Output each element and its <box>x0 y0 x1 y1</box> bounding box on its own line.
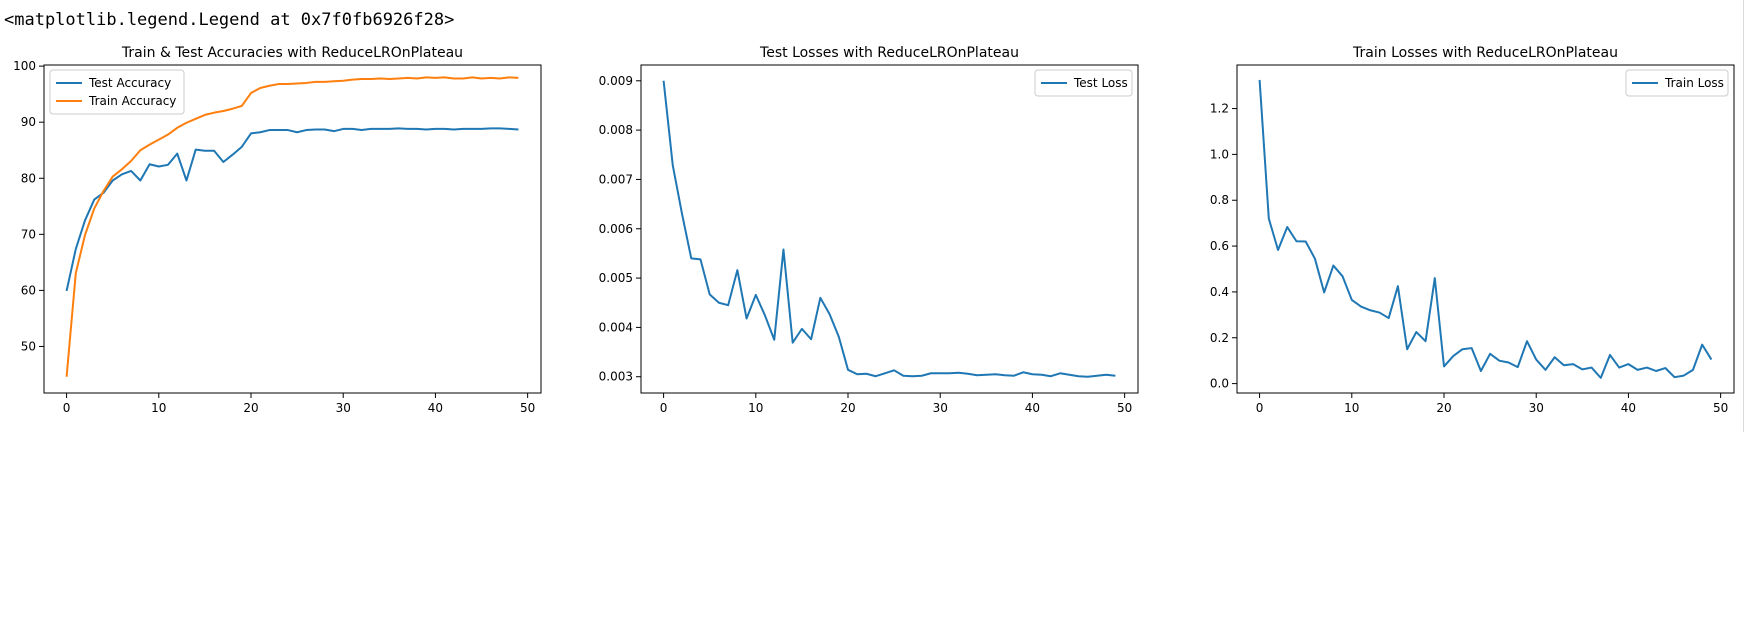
x-tick-label: 50 <box>520 401 535 415</box>
legend-box <box>49 69 185 115</box>
legend-label: Test Loss <box>1073 76 1128 90</box>
x-tick-label: 10 <box>748 401 763 415</box>
x-tick-label: 30 <box>336 401 351 415</box>
axes-frame <box>43 64 542 394</box>
y-tick-label: 60 <box>21 283 36 297</box>
subplot-train-loss: Train Losses with ReduceLROnPlateau 0 10 20… <box>1210 45 1735 415</box>
y-tick-label: 70 <box>21 227 36 241</box>
x-tick-label: 10 <box>1344 401 1359 415</box>
x-tick-label: 20 <box>243 401 258 415</box>
y-tick-label: 0.4 <box>1210 285 1229 299</box>
x-tick-label: 20 <box>840 401 855 415</box>
legend-label: Train Accuracy <box>88 94 176 108</box>
y-tick-label: 0.6 <box>1210 239 1229 253</box>
x-tick-label: 0 <box>1256 401 1264 415</box>
x-tick-label: 40 <box>428 401 443 415</box>
y-tick-label: 0.006 <box>599 222 633 236</box>
y-tick-label: 0.004 <box>599 320 633 334</box>
chart-title: Train Losses with ReduceLROnPlateau <box>1352 45 1618 61</box>
y-tick-label: 90 <box>21 115 36 129</box>
chart-title: Test Losses with ReduceLROnPlateau <box>759 45 1019 61</box>
y-tick-label: 0.003 <box>599 370 633 384</box>
legend-box <box>1625 69 1729 97</box>
x-tick-label: 30 <box>1529 401 1544 415</box>
legend-label: Train Loss <box>1664 76 1724 90</box>
y-tick-label: 0.2 <box>1210 331 1229 345</box>
y-tick-label: 1.0 <box>1210 147 1229 161</box>
y-tick-label: 0.8 <box>1210 193 1229 207</box>
series-line-train-loss <box>1258 79 1713 379</box>
y-tick-label: 0.008 <box>599 123 633 137</box>
subplot-accuracy: Train & Test Accuracies with ReduceLROnP… <box>13 45 542 415</box>
series-line-test-loss <box>662 80 1116 378</box>
y-tick-label: 0.0 <box>1210 377 1229 391</box>
axes-frame <box>1236 64 1735 394</box>
y-tick-label: 100 <box>13 59 36 73</box>
x-tick-label: 40 <box>1621 401 1636 415</box>
legend-box <box>1034 69 1133 97</box>
x-tick-label: 30 <box>933 401 948 415</box>
output-scrollbar-edge <box>1743 0 1744 432</box>
x-tick-label: 50 <box>1117 401 1132 415</box>
y-tick-label: 0.007 <box>599 172 633 186</box>
series-line-train-accuracy <box>65 76 519 377</box>
axes-frame <box>640 64 1139 394</box>
x-tick-label: 0 <box>660 401 668 415</box>
series-line-test-accuracy <box>65 127 519 292</box>
x-tick-label: 0 <box>63 401 71 415</box>
legend-label: Test Accuracy <box>88 76 171 90</box>
subplot-test-loss: Test Losses with ReduceLROnPlateau 0 10 20 3… <box>599 45 1139 415</box>
chart-title: Train & Test Accuracies with ReduceLROnP… <box>121 45 463 61</box>
x-tick-label: 20 <box>1436 401 1451 415</box>
cell-output-repr: <matplotlib.legend.Legend at 0x7f0fb6926… <box>4 10 455 30</box>
x-tick-label: 10 <box>151 401 166 415</box>
y-tick-label: 50 <box>21 339 36 353</box>
x-tick-label: 40 <box>1025 401 1040 415</box>
y-tick-label: 1.2 <box>1210 102 1229 116</box>
y-tick-label: 80 <box>21 171 36 185</box>
x-tick-label: 50 <box>1713 401 1728 415</box>
y-tick-label: 0.005 <box>599 271 633 285</box>
y-tick-label: 0.009 <box>599 74 633 88</box>
